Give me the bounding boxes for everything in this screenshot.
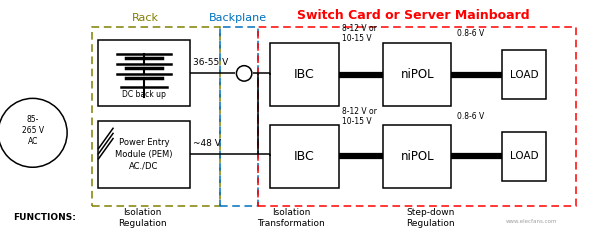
Text: Power Entry
Module (PEM)
AC./DC: Power Entry Module (PEM) AC./DC — [115, 138, 173, 171]
Bar — [270, 125, 339, 188]
Ellipse shape — [236, 66, 252, 81]
Text: 8-12 V or
10-15 V: 8-12 V or 10-15 V — [342, 24, 377, 44]
Text: Step-down
Regulation: Step-down Regulation — [406, 208, 455, 228]
Bar — [502, 132, 546, 181]
Bar — [383, 43, 451, 106]
Text: Rack: Rack — [132, 13, 159, 23]
Text: niPOL: niPOL — [400, 150, 434, 163]
Text: LOAD: LOAD — [510, 70, 539, 79]
Text: Switch Card or Server Mainboard: Switch Card or Server Mainboard — [296, 9, 529, 22]
Text: 8-12 V or
10-15 V: 8-12 V or 10-15 V — [342, 107, 377, 126]
Text: IBC: IBC — [294, 150, 315, 163]
Text: niPOL: niPOL — [400, 68, 434, 81]
Bar — [98, 121, 190, 188]
Text: 0.8-6 V: 0.8-6 V — [457, 29, 485, 38]
Ellipse shape — [0, 98, 67, 167]
Bar — [502, 50, 546, 99]
Bar — [270, 43, 339, 106]
Bar — [383, 125, 451, 188]
Text: IBC: IBC — [294, 68, 315, 81]
Text: LOAD: LOAD — [510, 151, 539, 161]
Text: ~48 V: ~48 V — [193, 139, 221, 148]
Text: 0.8-6 V: 0.8-6 V — [457, 112, 485, 121]
Text: DC back up: DC back up — [122, 90, 166, 99]
Text: FUNCTIONS:: FUNCTIONS: — [13, 213, 76, 222]
Text: Isolation
Transformation: Isolation Transformation — [257, 208, 325, 228]
Bar — [98, 40, 190, 106]
Text: Isolation
Regulation: Isolation Regulation — [118, 208, 167, 228]
Text: www.elecfans.com: www.elecfans.com — [506, 219, 557, 224]
Text: Backplane: Backplane — [208, 13, 267, 23]
Text: 36-55 V: 36-55 V — [193, 58, 228, 67]
Text: 85-
265 V
AC: 85- 265 V AC — [21, 115, 44, 146]
